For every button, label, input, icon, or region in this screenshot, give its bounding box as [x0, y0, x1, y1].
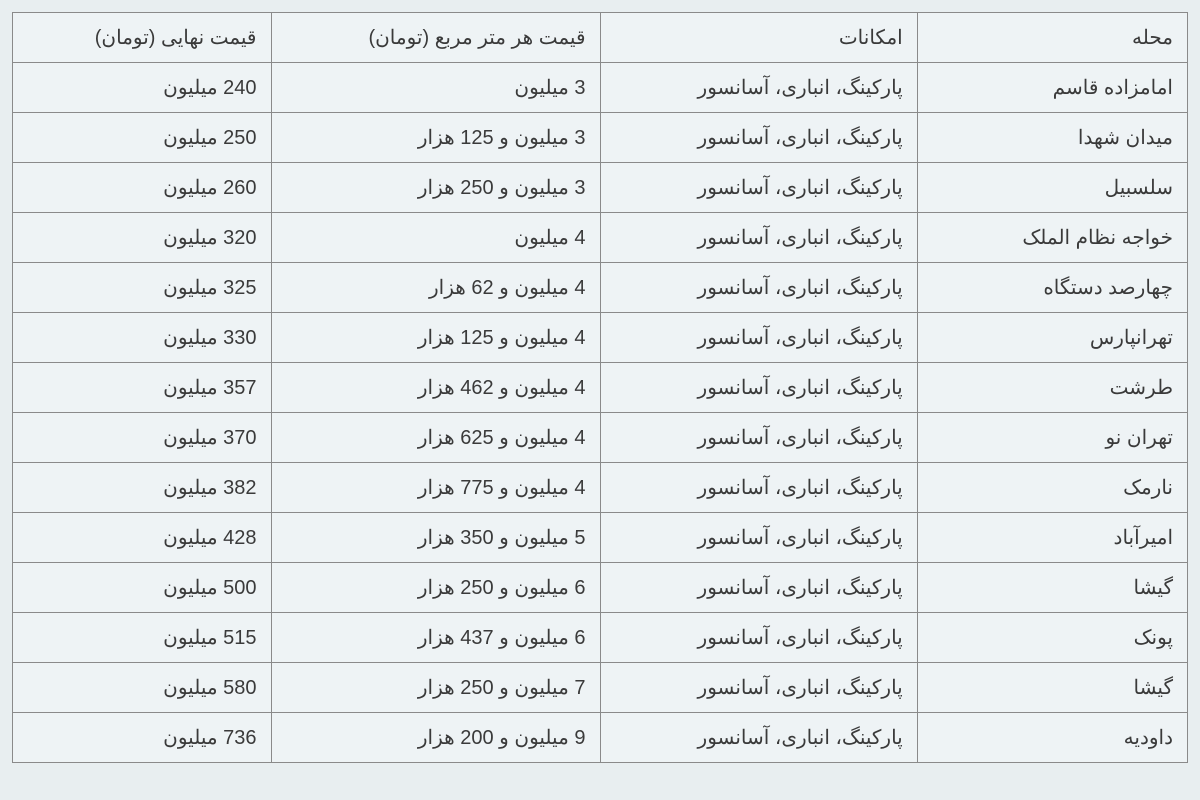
- cell-final_price: 250 میلیون: [13, 113, 272, 163]
- cell-final_price: 325 میلیون: [13, 263, 272, 313]
- cell-amenities: پارکینگ، انباری، آسانسور: [600, 613, 917, 663]
- table-row: میدان شهداپارکینگ، انباری، آسانسور3 میلی…: [13, 113, 1188, 163]
- col-amenities: امکانات: [600, 13, 917, 63]
- table-row: امیرآبادپارکینگ، انباری، آسانسور5 میلیون…: [13, 513, 1188, 563]
- cell-amenities: پارکینگ، انباری، آسانسور: [600, 213, 917, 263]
- cell-amenities: پارکینگ، انباری، آسانسور: [600, 63, 917, 113]
- cell-price_per_sqm: 4 میلیون: [271, 213, 600, 263]
- cell-final_price: 382 میلیون: [13, 463, 272, 513]
- cell-price_per_sqm: 3 میلیون و 250 هزار: [271, 163, 600, 213]
- table-row: خواجه نظام الملکپارکینگ، انباری، آسانسور…: [13, 213, 1188, 263]
- cell-neighborhood: تهرانپارس: [917, 313, 1187, 363]
- header-row: محله امکانات قیمت هر متر مربع (تومان) قی…: [13, 13, 1188, 63]
- cell-price_per_sqm: 3 میلیون: [271, 63, 600, 113]
- cell-amenities: پارکینگ، انباری، آسانسور: [600, 413, 917, 463]
- cell-price_per_sqm: 4 میلیون و 125 هزار: [271, 313, 600, 363]
- cell-price_per_sqm: 9 میلیون و 200 هزار: [271, 713, 600, 763]
- cell-amenities: پارکینگ، انباری، آسانسور: [600, 563, 917, 613]
- cell-price_per_sqm: 6 میلیون و 437 هزار: [271, 613, 600, 663]
- cell-final_price: 500 میلیون: [13, 563, 272, 613]
- cell-price_per_sqm: 4 میلیون و 775 هزار: [271, 463, 600, 513]
- cell-amenities: پارکینگ، انباری، آسانسور: [600, 513, 917, 563]
- cell-neighborhood: گیشا: [917, 563, 1187, 613]
- cell-price_per_sqm: 3 میلیون و 125 هزار: [271, 113, 600, 163]
- cell-neighborhood: تهران نو: [917, 413, 1187, 463]
- property-price-table: محله امکانات قیمت هر متر مربع (تومان) قی…: [12, 12, 1188, 763]
- table-row: نارمکپارکینگ، انباری، آسانسور4 میلیون و …: [13, 463, 1188, 513]
- cell-neighborhood: چهارصد دستگاه: [917, 263, 1187, 313]
- cell-amenities: پارکینگ، انباری، آسانسور: [600, 663, 917, 713]
- cell-neighborhood: خواجه نظام الملک: [917, 213, 1187, 263]
- cell-price_per_sqm: 4 میلیون و 462 هزار: [271, 363, 600, 413]
- cell-price_per_sqm: 4 میلیون و 62 هزار: [271, 263, 600, 313]
- cell-price_per_sqm: 5 میلیون و 350 هزار: [271, 513, 600, 563]
- cell-price_per_sqm: 7 میلیون و 250 هزار: [271, 663, 600, 713]
- cell-neighborhood: داودیه: [917, 713, 1187, 763]
- table-row: امامزاده قاسمپارکینگ، انباری، آسانسور3 م…: [13, 63, 1188, 113]
- cell-neighborhood: سلسبیل: [917, 163, 1187, 213]
- cell-final_price: 240 میلیون: [13, 63, 272, 113]
- cell-neighborhood: امامزاده قاسم: [917, 63, 1187, 113]
- cell-price_per_sqm: 4 میلیون و 625 هزار: [271, 413, 600, 463]
- cell-final_price: 330 میلیون: [13, 313, 272, 363]
- cell-neighborhood: پونک: [917, 613, 1187, 663]
- cell-amenities: پارکینگ، انباری، آسانسور: [600, 263, 917, 313]
- table-row: تهران نوپارکینگ، انباری، آسانسور4 میلیون…: [13, 413, 1188, 463]
- cell-final_price: 515 میلیون: [13, 613, 272, 663]
- cell-final_price: 320 میلیون: [13, 213, 272, 263]
- table-row: سلسبیلپارکینگ، انباری، آسانسور3 میلیون و…: [13, 163, 1188, 213]
- table-row: گیشاپارکینگ، انباری، آسانسور7 میلیون و 2…: [13, 663, 1188, 713]
- cell-amenities: پارکینگ، انباری، آسانسور: [600, 163, 917, 213]
- cell-price_per_sqm: 6 میلیون و 250 هزار: [271, 563, 600, 613]
- cell-amenities: پارکینگ، انباری، آسانسور: [600, 313, 917, 363]
- cell-amenities: پارکینگ، انباری، آسانسور: [600, 113, 917, 163]
- cell-amenities: پارکینگ، انباری، آسانسور: [600, 363, 917, 413]
- cell-neighborhood: طرشت: [917, 363, 1187, 413]
- table-row: طرشتپارکینگ، انباری، آسانسور4 میلیون و 4…: [13, 363, 1188, 413]
- table-body: امامزاده قاسمپارکینگ، انباری، آسانسور3 م…: [13, 63, 1188, 763]
- col-price-per-sqm: قیمت هر متر مربع (تومان): [271, 13, 600, 63]
- cell-amenities: پارکینگ، انباری، آسانسور: [600, 463, 917, 513]
- table-row: تهرانپارسپارکینگ، انباری، آسانسور4 میلیو…: [13, 313, 1188, 363]
- cell-neighborhood: میدان شهدا: [917, 113, 1187, 163]
- table-row: داودیهپارکینگ، انباری، آسانسور9 میلیون و…: [13, 713, 1188, 763]
- cell-final_price: 260 میلیون: [13, 163, 272, 213]
- cell-final_price: 370 میلیون: [13, 413, 272, 463]
- col-final-price: قیمت نهایی (تومان): [13, 13, 272, 63]
- table-row: چهارصد دستگاهپارکینگ، انباری، آسانسور4 م…: [13, 263, 1188, 313]
- cell-amenities: پارکینگ، انباری، آسانسور: [600, 713, 917, 763]
- table-header: محله امکانات قیمت هر متر مربع (تومان) قی…: [13, 13, 1188, 63]
- table-row: گیشاپارکینگ، انباری، آسانسور6 میلیون و 2…: [13, 563, 1188, 613]
- cell-final_price: 428 میلیون: [13, 513, 272, 563]
- cell-final_price: 736 میلیون: [13, 713, 272, 763]
- table-row: پونکپارکینگ، انباری، آسانسور6 میلیون و 4…: [13, 613, 1188, 663]
- cell-final_price: 357 میلیون: [13, 363, 272, 413]
- cell-neighborhood: نارمک: [917, 463, 1187, 513]
- cell-final_price: 580 میلیون: [13, 663, 272, 713]
- cell-neighborhood: گیشا: [917, 663, 1187, 713]
- col-neighborhood: محله: [917, 13, 1187, 63]
- cell-neighborhood: امیرآباد: [917, 513, 1187, 563]
